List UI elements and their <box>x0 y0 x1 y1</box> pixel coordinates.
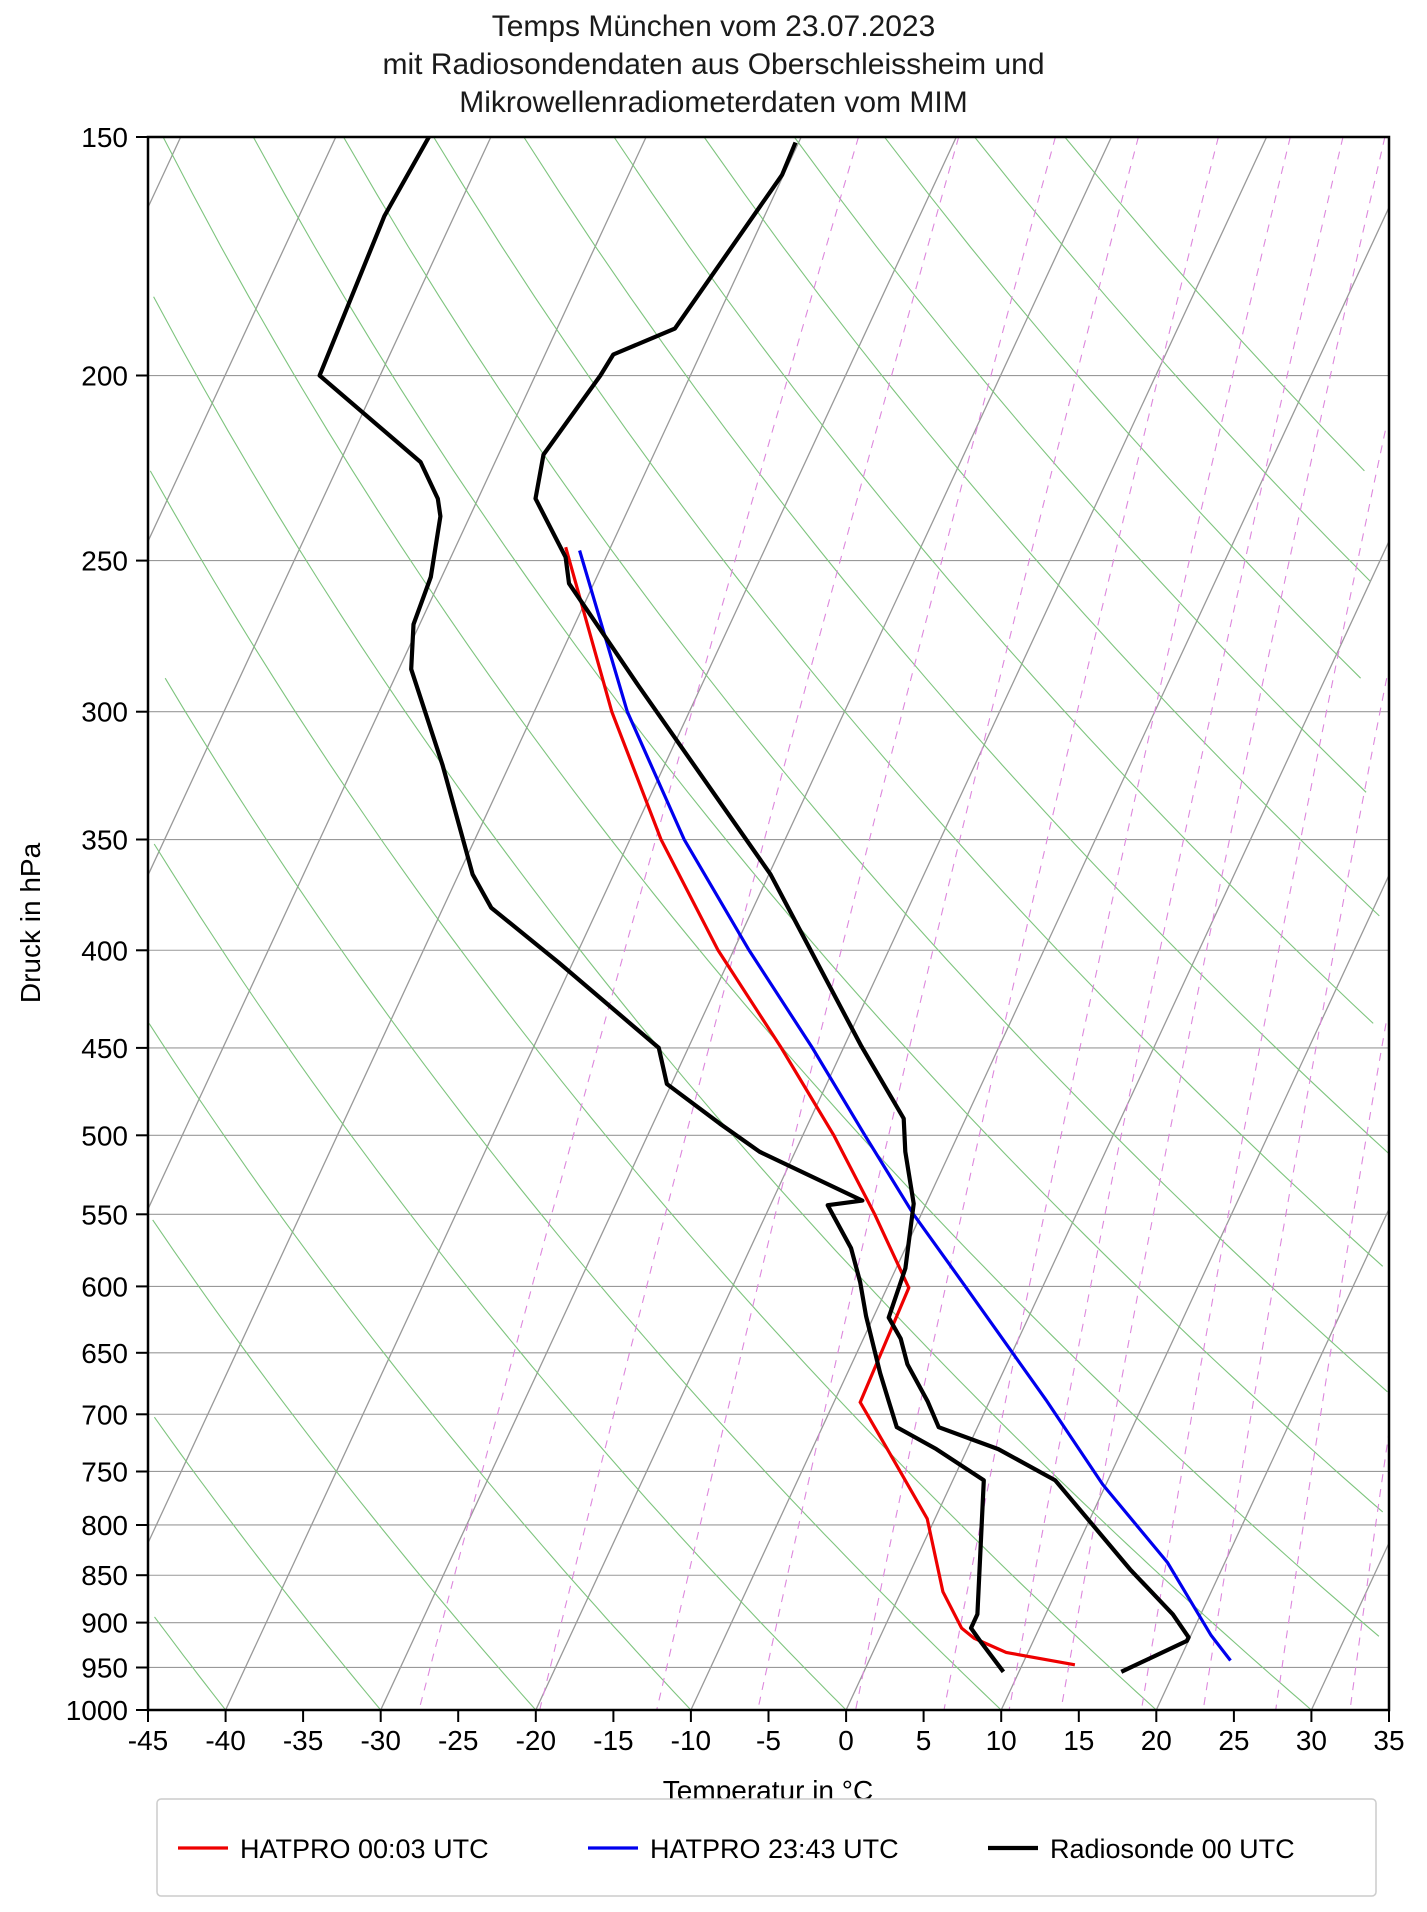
svg-text:950: 950 <box>81 1653 128 1684</box>
svg-text:-45: -45 <box>128 1725 168 1756</box>
svg-text:650: 650 <box>81 1338 128 1369</box>
svg-text:25: 25 <box>1218 1725 1249 1756</box>
svg-text:-10: -10 <box>671 1725 711 1756</box>
svg-text:500: 500 <box>81 1120 128 1151</box>
svg-text:450: 450 <box>81 1033 128 1064</box>
svg-text:30: 30 <box>1296 1725 1327 1756</box>
svg-text:600: 600 <box>81 1271 128 1302</box>
svg-text:800: 800 <box>81 1510 128 1541</box>
svg-text:150: 150 <box>81 122 128 153</box>
svg-text:35: 35 <box>1373 1725 1404 1756</box>
svg-text:Radiosonde 00 UTC: Radiosonde 00 UTC <box>1050 1834 1295 1864</box>
svg-text:-5: -5 <box>756 1725 781 1756</box>
svg-text:0: 0 <box>838 1725 854 1756</box>
svg-text:200: 200 <box>81 361 128 392</box>
svg-text:-35: -35 <box>283 1725 323 1756</box>
svg-text:Druck in hPa: Druck in hPa <box>15 842 46 1003</box>
svg-text:-15: -15 <box>593 1725 633 1756</box>
svg-text:-25: -25 <box>438 1725 478 1756</box>
svg-text:250: 250 <box>81 546 128 577</box>
svg-text:300: 300 <box>81 697 128 728</box>
svg-text:350: 350 <box>81 825 128 856</box>
svg-text:5: 5 <box>916 1725 932 1756</box>
svg-text:900: 900 <box>81 1608 128 1639</box>
svg-text:700: 700 <box>81 1399 128 1430</box>
svg-text:20: 20 <box>1141 1725 1172 1756</box>
svg-text:-30: -30 <box>360 1725 400 1756</box>
svg-text:400: 400 <box>81 935 128 966</box>
svg-text:550: 550 <box>81 1199 128 1230</box>
svg-text:HATPRO 23:43 UTC: HATPRO 23:43 UTC <box>650 1834 899 1864</box>
svg-text:10: 10 <box>986 1725 1017 1756</box>
svg-text:-40: -40 <box>205 1725 245 1756</box>
svg-text:1000: 1000 <box>66 1695 128 1726</box>
svg-text:750: 750 <box>81 1457 128 1488</box>
svg-text:-20: -20 <box>516 1725 556 1756</box>
svg-text:15: 15 <box>1063 1725 1094 1756</box>
svg-text:850: 850 <box>81 1560 128 1591</box>
svg-text:HATPRO 00:03 UTC: HATPRO 00:03 UTC <box>240 1834 489 1864</box>
